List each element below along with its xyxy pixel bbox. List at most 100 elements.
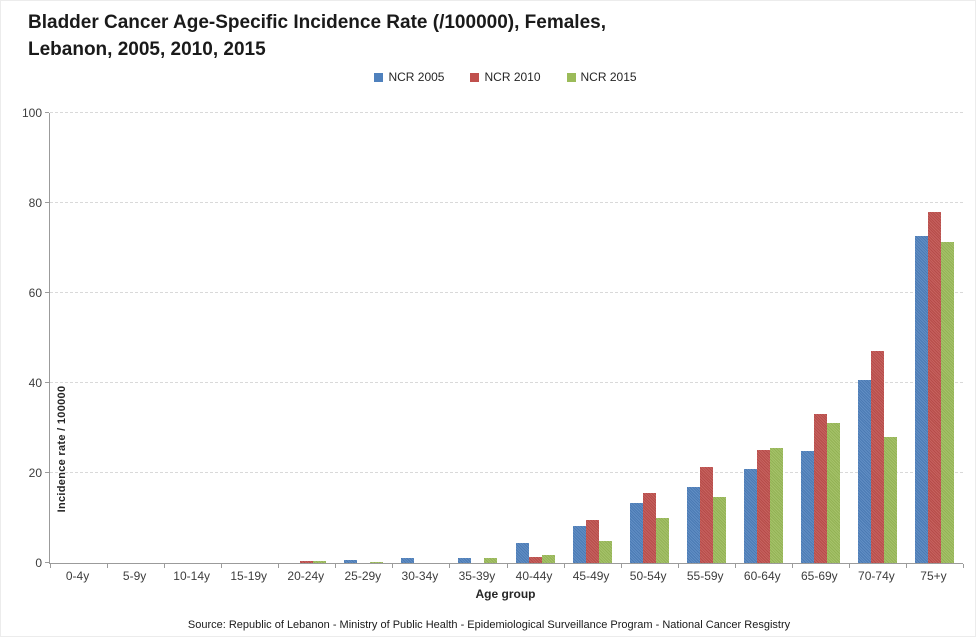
x-axis-tick [620,564,622,568]
bar-ncr-2005-60-64y [743,469,757,563]
x-axis-tick [449,564,451,568]
x-tick-label-0-4y: 0-4y [65,569,90,583]
gridline-y-40 [50,382,963,383]
bar-ncr-2015-45-49y [598,541,612,563]
x-axis-tick [677,564,679,568]
bar-ncr-2010-20-24y [300,561,314,563]
x-tick-label-20-24y: 20-24y [287,569,325,583]
x-tick-label-65-69y: 65-69y [800,569,838,583]
chart-title: Bladder Cancer Age-Specific Incidence Ra… [28,9,768,63]
bar-ncr-2005-30-34y [401,558,415,563]
bar-group-50-54y [621,113,678,563]
legend-item-ncr-2015: NCR 2015 [566,70,637,84]
x-tick-label-15-19y: 15-19y [230,569,268,583]
source-note: Source: Republic of Lebanon - Ministry o… [187,619,791,631]
x-axis-tick [107,564,109,568]
x-tick-label-75+y: 75+y [920,569,947,583]
x-axis-tick [278,564,280,568]
x-tick-label-50-54y: 50-54y [629,569,667,583]
bar-ncr-2010-55-59y [699,467,713,563]
bar-ncr-2015-65-69y [826,423,840,563]
x-tick-label-25-29y: 25-29y [344,569,382,583]
bar-ncr-2005-65-69y [800,451,814,563]
x-axis-tick [791,564,793,568]
bar-group-70-74y [849,113,906,563]
legend-label: NCR 2010 [484,70,541,84]
bar-ncr-2015-50-54y [655,518,669,563]
y-tick-label-80: 80 [28,196,42,210]
bar-ncr-2005-50-54y [629,503,643,563]
x-tick-label-30-34y: 30-34y [401,569,439,583]
bar-group-5-9y [107,113,164,563]
bar-ncr-2015-40-44y [541,555,555,563]
x-axis-tick [734,564,736,568]
legend-swatch-icon [470,72,480,82]
bar-group-45-49y [564,113,621,563]
bar-group-15-19y [221,113,278,563]
bar-group-25-29y [335,113,392,563]
bar-ncr-2010-40-44y [528,557,542,563]
bar-ncr-2005-35-39y [458,558,472,563]
x-axis-title: Age group [475,587,536,601]
x-tick-label-35-39y: 35-39y [458,569,496,583]
x-tick-label-10-14y: 10-14y [173,569,211,583]
y-tick-label-0: 0 [35,556,42,570]
legend-swatch-icon [374,72,384,82]
y-tick-label-60: 60 [28,286,42,300]
x-axis-tick [905,564,907,568]
bar-ncr-2010-50-54y [642,493,656,563]
bar-ncr-2010-60-64y [756,450,770,563]
y-axis-tick [45,202,49,203]
y-axis-tick [45,112,49,113]
bar-ncr-2015-70-74y [883,437,897,563]
x-axis-tick [50,564,51,568]
y-axis-tick [45,292,49,293]
bar-ncr-2015-20-24y [313,561,327,563]
bar-group-65-69y [792,113,849,563]
chart-title-line2: Lebanon, 2005, 2010, 2015 [28,39,266,60]
bar-ncr-2015-55-59y [712,497,726,563]
x-tick-label-55-59y: 55-59y [686,569,724,583]
bar-ncr-2015-25-29y [370,562,384,563]
bar-ncr-2005-40-44y [515,543,529,563]
gridline-y-100 [50,112,963,113]
x-tick-label-70-74y: 70-74y [858,569,895,583]
x-axis-tick [221,564,223,568]
gridline-y-60 [50,292,963,293]
bar-group-40-44y [507,113,564,563]
y-axis-tick [45,382,49,383]
chart-title-line1: Bladder Cancer Age-Specific Incidence Ra… [28,12,606,33]
x-tick-label-60-64y: 60-64y [743,569,781,583]
bar-group-55-59y [678,113,735,563]
legend: NCR 2005 NCR 2010 NCR 2015 [49,70,962,84]
bar-group-35-39y [449,113,506,563]
x-axis-tick [392,564,394,568]
y-tick-label-100: 100 [21,106,42,120]
bar-ncr-2010-70-74y [870,351,884,563]
legend-item-ncr-2010: NCR 2010 [470,70,541,84]
bar-ncr-2015-60-64y [769,448,783,563]
bar-ncr-2005-70-74y [857,380,871,563]
bar-ncr-2010-65-69y [813,414,827,563]
bar-ncr-2005-25-29y [344,560,358,563]
bar-ncr-2015-35-39y [484,558,498,563]
legend-label: NCR 2005 [388,70,445,84]
x-axis-tick [848,564,850,568]
legend-item-ncr-2005: NCR 2005 [374,70,444,84]
y-tick-label-20: 20 [28,466,42,480]
bar-group-0-4y [50,113,107,563]
y-axis-tick [45,472,49,473]
bar-ncr-2005-75+y [914,236,928,563]
gridline-y-20 [50,472,963,473]
bar-group-20-24y [278,113,335,563]
bar-ncr-2010-45-49y [585,520,599,563]
bar-group-60-64y [735,113,792,563]
x-axis-tick [963,564,964,568]
y-axis-tick [45,562,49,563]
gridline-y-80 [50,202,963,203]
bar-group-75+y [906,113,963,563]
x-tick-label-40-44y: 40-44y [515,569,553,583]
bar-group-30-34y [392,113,449,563]
x-axis-tick [563,564,565,568]
x-axis-labels: 0-4y 5-9y 10-14y 15-19y 20-24y 25-29y 30-34y 35… [49,569,962,585]
